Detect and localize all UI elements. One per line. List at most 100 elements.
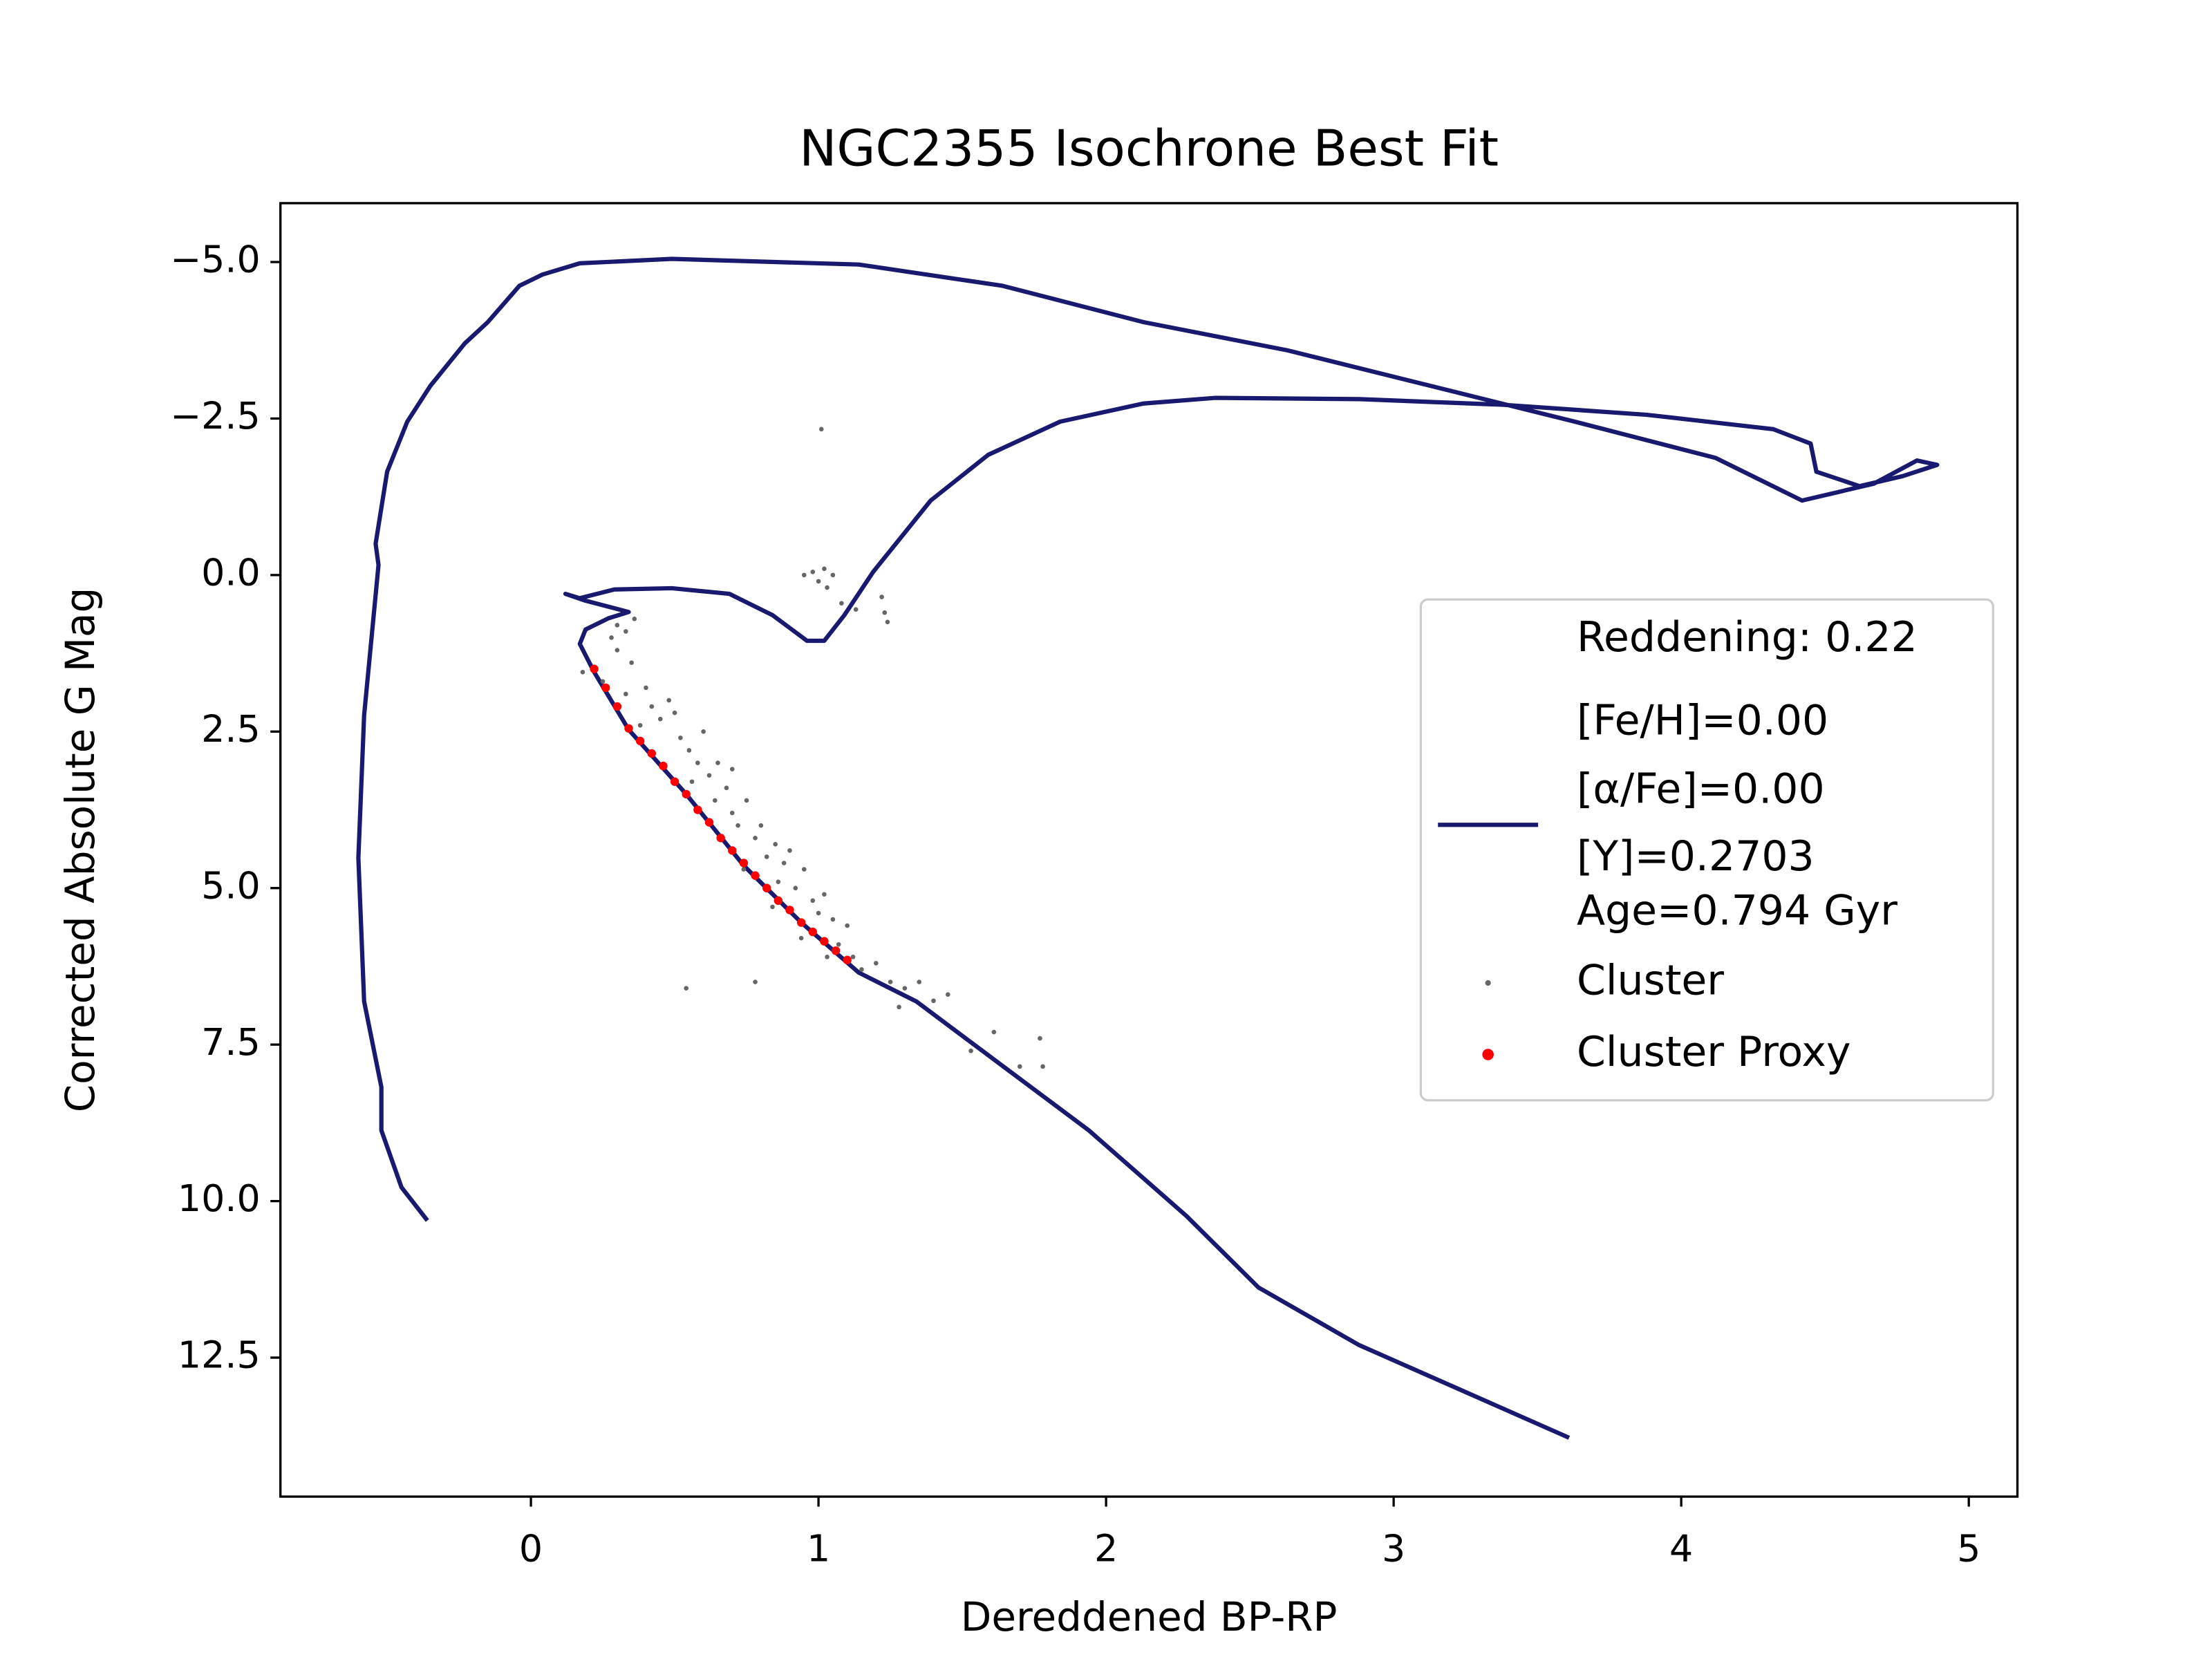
scatter-point [882,610,888,615]
scatter-point [629,660,634,666]
x-tick-label: 0 [519,1526,543,1570]
y-tick-label: 0.0 [201,551,261,594]
legend-label: [Fe/H]=0.00 [α/Fe]=0.00 [Y]=0.2703 Age=0.79… [1577,696,1897,935]
legend-label-line: Age=0.794 Gyr [1577,886,1897,935]
scatter-point [793,885,798,891]
scatter-point [615,648,620,653]
scatter-point [728,846,737,855]
scatter-point [796,918,806,927]
scatter-point [672,710,677,715]
y-tick-label: 10.0 [178,1177,261,1220]
scatter-point [808,927,817,937]
legend-annotation: Reddening: 0.22 [1577,613,1918,662]
x-tick-label: 2 [1094,1526,1118,1570]
scatter-point [764,854,769,859]
scatter-point [931,998,936,1004]
scatter-point [612,702,622,711]
scatter-point [753,980,758,984]
scatter-point [879,594,884,599]
legend-label-line: [α/Fe]=0.00 [1577,765,1825,813]
scatter-point [751,871,760,880]
scatter-point [729,810,735,816]
legend-marker [1485,980,1491,986]
scatter-point [715,760,720,765]
scatter-point [902,986,908,991]
scatter-point [739,859,749,868]
scatter-point [885,619,890,625]
scatter-point [785,906,794,915]
scatter-point [590,664,599,673]
scatter-point [624,724,633,733]
scatter-point [873,961,879,966]
chart-title: NGC2355 Isochrone Best Fit [799,120,1499,178]
legend-marker [1482,1049,1494,1060]
scatter-point [729,767,735,771]
y-tick-label: 12.5 [178,1333,261,1377]
scatter-point [888,980,893,984]
scatter-point [670,777,679,786]
x-tick-label: 1 [807,1526,830,1570]
scatter-point [762,883,771,892]
scatter-point [1017,1064,1022,1069]
scatter-point [839,601,844,606]
scatter-point [1038,1035,1042,1041]
scatter-point [689,779,695,785]
x-tick-label: 3 [1382,1526,1405,1570]
scatter-point [657,716,663,722]
scatter-point [810,898,816,903]
scatter-point [644,685,648,691]
legend-label-line: [Y]=0.2703 [1577,832,1815,881]
scatter-point [682,789,691,799]
scatter-point [968,1048,973,1053]
scatter-point [825,585,830,590]
scatter-point [684,986,689,991]
scatter-point [735,823,740,828]
scatter-point [816,579,821,584]
y-axis-label: Corrected Absolute G Mag [57,588,104,1113]
scatter-point [666,697,672,703]
x-tick-label: 5 [1957,1526,1980,1570]
scatter-point [716,834,725,843]
scatter-point [580,669,585,675]
scatter-point [695,760,700,765]
y-tick-label: −2.5 [170,394,261,438]
scatter-point [600,679,606,684]
y-tick-label: 2.5 [201,707,261,751]
scatter-point [649,704,655,709]
scatter-point [773,842,778,847]
scatter-point [753,835,758,841]
scatter-point [744,798,749,803]
legend-label-line: [Fe/H]=0.00 [1577,696,1828,744]
scatter-point [601,683,610,693]
legend: Reddening: 0.22 [Fe/H]=0.00 [α/Fe]=0.00 [Y]… [1419,598,1994,1102]
scatter-point [693,805,702,814]
scatter-point [647,749,656,758]
scatter-point [825,955,830,959]
legend-box [1419,598,1994,1102]
scatter-point [712,798,718,803]
scatter-point [897,1004,901,1010]
plot-area [356,256,1940,1440]
scatter-point [845,923,850,928]
scatter-point [774,896,783,906]
scatter-point [843,955,852,965]
scatter-point [701,729,706,734]
scatter-point [798,935,804,941]
scatter-point [635,736,645,746]
scatter-point [678,735,683,740]
legend-label: Cluster Proxy [1577,1028,1851,1076]
scatter-point [659,761,668,771]
scatter-point [830,917,836,922]
scatter-point [704,818,714,827]
scatter-point [810,570,816,574]
scatter-point [831,946,841,955]
scatter-point [836,941,841,947]
scatter-point [787,848,792,853]
scatter-point [818,427,824,432]
scatter-point [816,910,821,916]
scatter-point [1040,1064,1045,1069]
scatter-point [758,823,764,828]
y-tick-label: −5.0 [170,238,261,281]
scatter-point [820,937,829,946]
